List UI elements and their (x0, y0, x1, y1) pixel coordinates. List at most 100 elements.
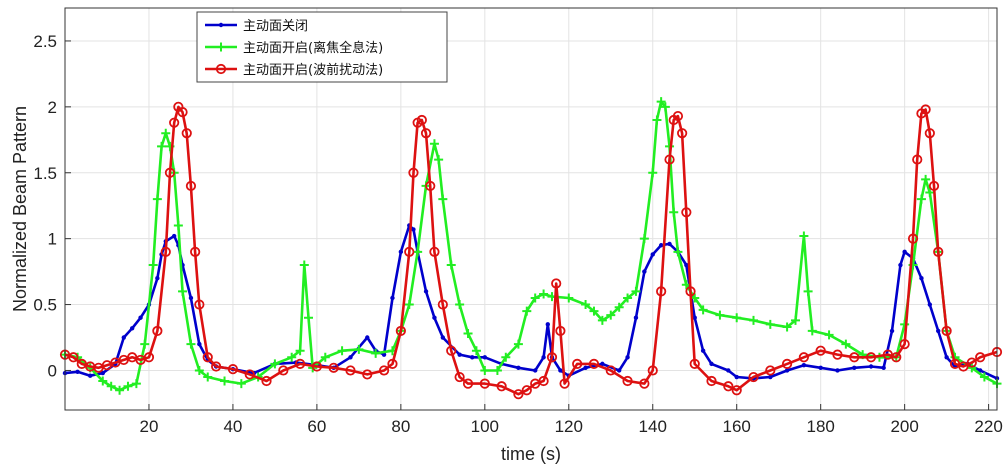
series-1-point (667, 241, 672, 247)
series-3-point (748, 371, 759, 383)
series-3-point (865, 352, 877, 363)
series-1-point (188, 295, 194, 301)
series-3-point (395, 325, 406, 337)
series-3-point (647, 365, 658, 376)
x-tick-label: 220 (974, 417, 1002, 436)
series-3-point (521, 385, 532, 396)
series-3-point (975, 352, 986, 363)
series-2-point (589, 306, 599, 316)
series-3-point (420, 128, 432, 139)
series-3-point (572, 358, 583, 369)
series-3-point (429, 246, 440, 257)
series-2-point (303, 313, 313, 323)
series-3-point (907, 233, 919, 244)
series-1-point (616, 368, 622, 373)
series-2-point (715, 310, 725, 320)
series-1-point (650, 252, 655, 257)
legend-label: 主动面关闭 (243, 19, 308, 34)
series-3-point (706, 375, 717, 387)
series-3-point (181, 128, 192, 139)
series-2-point (660, 102, 670, 112)
series-3-point (639, 378, 650, 389)
series-1-point (432, 315, 437, 320)
series-1-point (470, 355, 475, 360)
y-tick-label: 0.5 (33, 296, 57, 315)
series-2-point (404, 300, 414, 310)
series-2-point (98, 376, 108, 386)
x-tick-label: 120 (555, 417, 583, 436)
series-2-point (152, 194, 162, 204)
x-axis-label: time (s) (501, 444, 561, 464)
y-tick-label: 0 (48, 361, 57, 380)
series-3-point (177, 107, 188, 118)
series-1-point (889, 328, 895, 334)
series-1-point (171, 233, 177, 239)
series-2-point (140, 339, 150, 349)
x-tick-label: 20 (140, 417, 159, 436)
series-2-point (623, 293, 633, 303)
series-3-point (194, 299, 205, 310)
series-3-point (387, 358, 398, 369)
series-1-point (75, 369, 80, 374)
series-3-point (891, 352, 902, 363)
series-3-point (479, 378, 490, 389)
y-tick-label: 1.5 (33, 164, 57, 183)
series-3-point (425, 180, 436, 192)
series-1-point (583, 365, 588, 371)
series-3-point (446, 345, 457, 356)
series-3-point (513, 389, 524, 400)
series-3-point (798, 352, 809, 363)
series-1-point (927, 302, 933, 307)
series-3-point (408, 167, 419, 178)
series-2-point (539, 289, 549, 299)
series-2-point (967, 363, 977, 373)
series-1-point (709, 361, 714, 367)
series-1-point (868, 364, 874, 369)
series-1-point (734, 374, 739, 380)
series-2-point (656, 97, 666, 107)
series-2-point (203, 372, 213, 382)
series-3-point (815, 345, 826, 356)
x-tick-label: 40 (223, 417, 242, 436)
series-3-point (685, 286, 696, 297)
series-2-point (299, 260, 309, 270)
series-1-point (902, 249, 907, 255)
series-1-point (348, 355, 353, 360)
series-3-point (244, 369, 255, 380)
series-2-point (220, 376, 230, 386)
series-1-point (700, 348, 706, 353)
series-2-point (648, 168, 658, 178)
series-2-point (513, 339, 523, 349)
series-3-point (462, 378, 474, 389)
x-tick-label: 160 (723, 417, 751, 436)
series-3 (59, 101, 1003, 400)
series-2-point (492, 365, 502, 375)
series-1-point (658, 243, 664, 248)
series-3-point (404, 246, 415, 257)
series-1-point (684, 262, 689, 268)
series-group (59, 97, 1003, 400)
y-axis-label: Normalized Beam Pattern (10, 106, 30, 312)
series-3-point (928, 180, 940, 192)
legend-swatch-marker (218, 22, 224, 28)
series-3-point (559, 378, 570, 389)
series-3-point (311, 361, 322, 372)
series-3-point (345, 365, 356, 376)
series-3-point (164, 167, 176, 178)
series-2-point (925, 188, 935, 198)
series-2-point (463, 329, 473, 339)
series-3-point (169, 117, 180, 128)
series-3-point (261, 375, 272, 387)
series-2-point (614, 302, 624, 312)
series-3-point (68, 352, 79, 363)
series-3-point (437, 299, 448, 310)
series-3-point (781, 358, 793, 369)
series-2-point (597, 315, 607, 325)
series-1-point (936, 328, 941, 334)
series-3-point (832, 349, 843, 360)
series-1-point (365, 335, 370, 340)
series-1-point (558, 368, 563, 373)
y-tick-label: 2.5 (33, 32, 57, 51)
series-2-point (799, 231, 809, 241)
